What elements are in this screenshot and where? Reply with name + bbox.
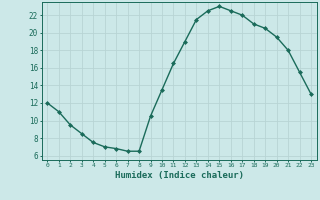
X-axis label: Humidex (Indice chaleur): Humidex (Indice chaleur) xyxy=(115,171,244,180)
